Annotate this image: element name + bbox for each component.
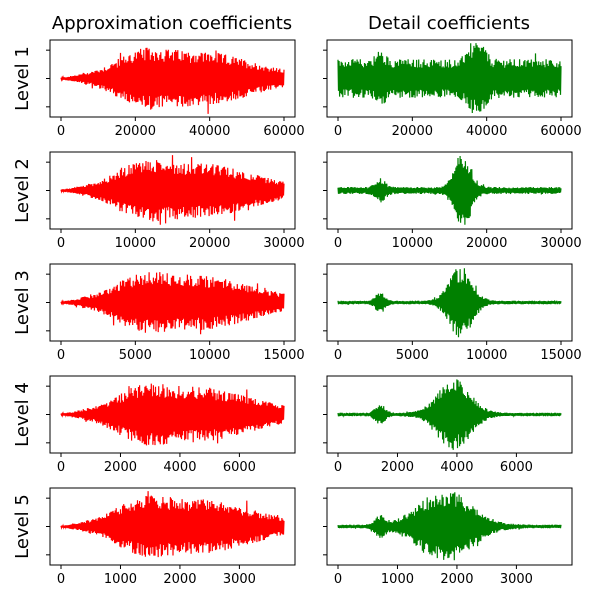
x-tick-label: 0	[57, 572, 65, 587]
x-tick-label: 1000	[381, 572, 414, 587]
x-tick-label: 0	[334, 572, 342, 587]
x-tick-label: 60000	[540, 124, 581, 139]
panel-level1-approximation: 0 20000 40000 60000 Level 1	[12, 39, 305, 139]
x-tick-label: 0	[334, 124, 342, 139]
row-label-level-2: Level 2	[12, 158, 33, 223]
series-line-detail-level4	[337, 379, 562, 450]
x-tick-label: 6000	[500, 460, 533, 475]
series-line-detail-level1	[337, 43, 562, 114]
series-line-approximation-level4	[60, 383, 285, 446]
x-tick-label: 2000	[163, 572, 196, 587]
panel-level3-approximation: 0 5000 10000 15000 Level 3	[12, 263, 305, 363]
series-line-approximation-level2	[60, 155, 285, 225]
x-tick-label: 1000	[104, 572, 137, 587]
panel-level4-approximation: 0 2000 4000 6000 Level 4	[12, 375, 296, 475]
x-tick-label: 60000	[263, 124, 304, 139]
x-tick-label: 6000	[223, 460, 256, 475]
row-label-level-1: Level 1	[12, 46, 33, 111]
panel-level5-approximation: 0 1000 2000 3000 Level 5	[12, 487, 296, 587]
x-tick-label: 30000	[540, 236, 581, 251]
x-tick-label: 4000	[163, 460, 196, 475]
x-tick-label: 0	[57, 236, 65, 251]
column-title-detail: Detail coefficients	[368, 13, 530, 34]
series-line-approximation-level5	[60, 491, 285, 558]
x-tick-label: 10000	[466, 348, 507, 363]
x-tick-label: 20000	[392, 124, 433, 139]
row-label-level-4: Level 4	[12, 382, 33, 447]
x-tick-label: 2000	[440, 572, 473, 587]
panel-level2-approximation: 0 10000 20000 30000 Level 2	[12, 151, 305, 251]
x-tick-label: 3000	[500, 572, 533, 587]
series-line-approximation-level3	[60, 272, 285, 335]
x-tick-label: 20000	[466, 236, 507, 251]
x-tick-label: 2000	[104, 460, 137, 475]
x-tick-label: 15000	[263, 348, 304, 363]
series-line-approximation-level1	[60, 47, 285, 114]
x-tick-label: 10000	[115, 236, 156, 251]
panel-level3-detail: 0 5000 10000 15000	[323, 263, 582, 363]
x-tick-label: 2000	[381, 460, 414, 475]
x-tick-label: 30000	[263, 236, 304, 251]
series-line-detail-level2	[337, 155, 562, 225]
x-tick-label: 40000	[189, 124, 230, 139]
column-title-approximation: Approximation coefficients	[52, 13, 292, 34]
x-tick-label: 3000	[223, 572, 256, 587]
x-tick-label: 0	[57, 460, 65, 475]
series-line-detail-level5	[337, 492, 562, 561]
panel-level1-detail: 0 20000 40000 60000	[323, 39, 582, 139]
x-tick-label: 10000	[392, 236, 433, 251]
x-tick-label: 0	[57, 124, 65, 139]
x-tick-label: 0	[334, 236, 342, 251]
x-tick-label: 5000	[396, 348, 429, 363]
x-tick-label: 0	[57, 348, 65, 363]
x-tick-label: 15000	[540, 348, 581, 363]
panel-level4-detail: 0 2000 4000 6000	[323, 375, 573, 475]
x-tick-label: 0	[334, 348, 342, 363]
row-label-level-5: Level 5	[12, 494, 33, 559]
x-tick-label: 0	[334, 460, 342, 475]
x-tick-label: 20000	[189, 236, 230, 251]
x-tick-label: 10000	[189, 348, 230, 363]
panel-level5-detail: 0 1000 2000 3000	[323, 487, 573, 587]
x-tick-label: 20000	[115, 124, 156, 139]
x-tick-label: 5000	[119, 348, 152, 363]
series-line-detail-level3	[337, 268, 562, 338]
x-tick-label: 4000	[440, 460, 473, 475]
row-label-level-3: Level 3	[12, 270, 33, 335]
panel-level2-detail: 0 10000 20000 30000	[323, 151, 582, 251]
x-tick-label: 40000	[466, 124, 507, 139]
